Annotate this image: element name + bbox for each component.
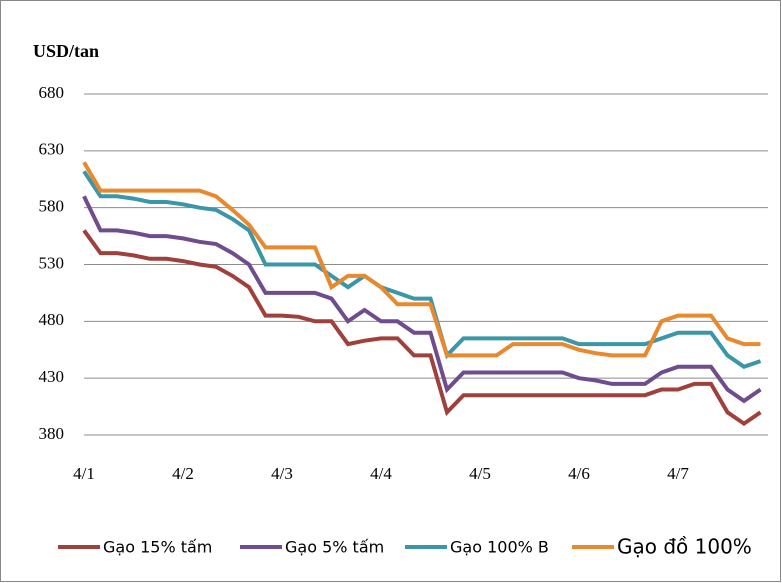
x-tick-label: 4/4	[370, 464, 392, 483]
x-tick-label: 4/7	[667, 464, 689, 483]
x-tick-label: 4/2	[172, 464, 194, 483]
legend-label: Gạo đồ 100%	[617, 535, 752, 559]
legend-label: Gạo 100% B	[450, 538, 549, 557]
y-tick-label: 380	[39, 424, 65, 443]
legend-label: Gạo 15% tấm	[103, 538, 212, 557]
y-tick-label: 480	[39, 310, 65, 329]
line-series	[82, 195, 762, 404]
y-tick-label: 430	[39, 367, 65, 386]
y-tick-label: 630	[39, 140, 65, 159]
x-tick-label: 4/1	[73, 464, 95, 483]
x-tick-label: 4/6	[568, 464, 590, 483]
y-tick-label: 680	[39, 83, 65, 102]
x-tick-label: 4/5	[469, 464, 491, 483]
y-axis-label: USD/tan	[33, 41, 99, 61]
line-series	[82, 161, 761, 358]
x-tick-label: 4/3	[271, 464, 293, 483]
y-tick-label: 530	[39, 253, 65, 272]
y-tick-label: 580	[39, 197, 65, 216]
legend-label: Gạo 5% tấm	[285, 538, 384, 557]
line-series	[82, 170, 762, 370]
line-series	[82, 229, 762, 427]
